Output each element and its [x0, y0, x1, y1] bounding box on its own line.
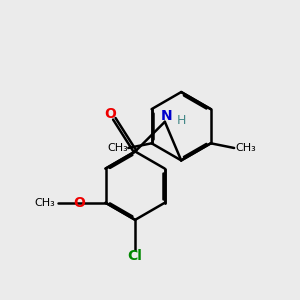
Text: Cl: Cl: [128, 248, 142, 262]
Text: O: O: [73, 196, 85, 210]
Text: CH₃: CH₃: [35, 198, 56, 208]
Text: H: H: [176, 114, 186, 127]
Text: CH₃: CH₃: [107, 143, 128, 153]
Text: CH₃: CH₃: [235, 143, 256, 153]
Text: N: N: [160, 110, 172, 123]
Text: O: O: [104, 107, 116, 121]
